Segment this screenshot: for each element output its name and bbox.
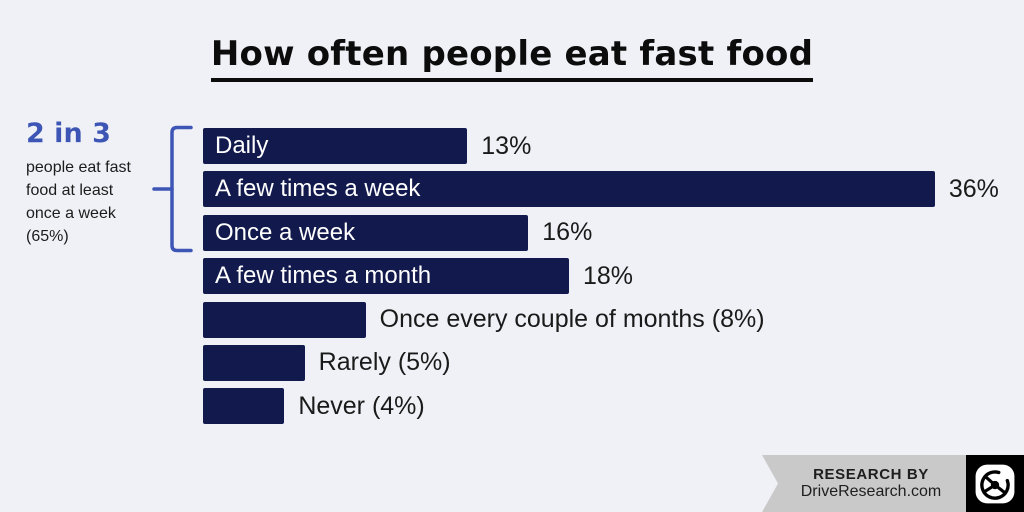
- bar: A few times a week: [203, 171, 935, 208]
- ribbon-research-by-label: RESEARCH BY: [813, 466, 929, 483]
- bar-value-label: 13%: [481, 131, 532, 160]
- bar-category-value-label: Never (4%): [298, 391, 425, 420]
- drive-research-logo: [966, 455, 1024, 512]
- bar-value-label: 18%: [582, 261, 633, 290]
- bar-category-label: Once a week: [215, 218, 356, 246]
- bar-row: Daily 13%: [203, 128, 999, 164]
- bar-category-value-label: Once every couple of months (8%): [379, 305, 765, 334]
- ribbon-driveresearch-label: DriveResearch.com: [800, 483, 942, 500]
- bar-value-label: 16%: [542, 218, 593, 247]
- page-title-text: How often people eat fast food: [210, 34, 814, 82]
- annotation-headline: 2 in 3: [26, 118, 111, 149]
- page-title: How often people eat fast food: [0, 34, 1024, 82]
- bar-value-label: 36%: [948, 174, 999, 203]
- bracket-icon: [152, 125, 193, 253]
- bar: Daily: [203, 128, 468, 164]
- research-ribbon: RESEARCH BY DriveResearch.com: [762, 455, 966, 512]
- bar-row: Never (4%): [203, 388, 999, 425]
- bar-row: Rarely (5%): [203, 344, 999, 381]
- bar-row: A few times a month 18%: [203, 258, 999, 295]
- bar-category-value-label: Rarely (5%): [318, 348, 451, 377]
- annotation-body: people eat fast food at least once a wee…: [26, 159, 131, 245]
- bar-row: Once a week 16%: [203, 214, 999, 251]
- bar-category-label: Daily: [215, 132, 269, 159]
- bar-category-label: A few times a week: [215, 175, 421, 203]
- bar: [203, 301, 366, 338]
- bar: [203, 388, 285, 425]
- bar-row: A few times a week 36%: [203, 171, 999, 208]
- steering-wheel-icon: [975, 464, 1015, 503]
- bar-row: Once every couple of months (8%): [203, 301, 999, 338]
- bar: [203, 344, 305, 381]
- bar-chart: Daily 13% A few times a week 36% Once a week…: [203, 128, 999, 425]
- bar: A few times a month: [203, 258, 569, 295]
- bar-category-label: A few times a month: [215, 262, 432, 290]
- bar: Once a week: [203, 214, 529, 251]
